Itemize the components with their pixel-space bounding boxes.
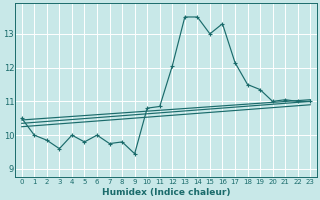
X-axis label: Humidex (Indice chaleur): Humidex (Indice chaleur) xyxy=(102,188,230,197)
